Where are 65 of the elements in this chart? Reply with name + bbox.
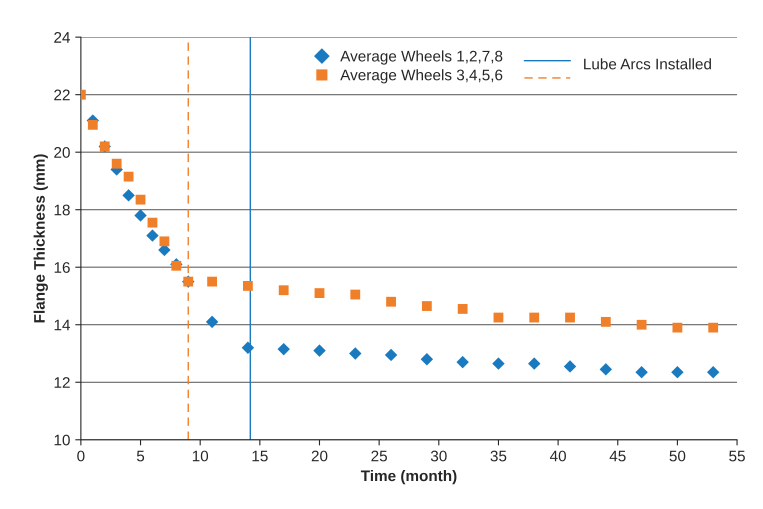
point: [528, 357, 540, 370]
annotation: Lube Arcs Installed: [584, 58, 711, 70]
point: [350, 290, 360, 300]
y-tick-label: 18: [54, 204, 70, 216]
point: [458, 304, 468, 314]
point: [349, 347, 362, 360]
point: [529, 312, 540, 322]
x-tick-label: 45: [610, 450, 626, 462]
point: [672, 322, 682, 333]
point: [564, 360, 576, 373]
x-axis-title: Time (month): [360, 470, 456, 484]
x-tick-label: 35: [490, 450, 506, 462]
point: [708, 322, 718, 333]
x-tick-label: 40: [550, 450, 566, 462]
point: [422, 301, 432, 311]
x-tick-label: 20: [312, 450, 328, 462]
y-tick-label: 20: [54, 147, 70, 158]
x-tick-label: 10: [192, 450, 208, 462]
x-tick-label: 55: [729, 450, 745, 462]
point: [600, 316, 611, 327]
point: [148, 218, 158, 228]
point: [386, 296, 396, 307]
point: [635, 366, 648, 378]
x-tick-label: 5: [136, 450, 144, 462]
point: [112, 158, 122, 169]
point: [242, 342, 254, 354]
point: [124, 172, 134, 182]
point: [278, 285, 289, 296]
legend-label: Average Wheels 1,2,7,8: [340, 50, 502, 65]
point: [420, 353, 434, 366]
point: [242, 281, 253, 291]
y-tick-label: 10: [54, 434, 70, 446]
point: [456, 356, 469, 368]
legend-label: Average Wheels 3,4,5,6: [340, 69, 502, 84]
y-tick-label: 22: [54, 90, 70, 100]
point: [206, 316, 218, 328]
point: [207, 276, 218, 287]
point: [313, 344, 326, 357]
point: [494, 312, 504, 322]
x-tick-label: 25: [371, 450, 387, 462]
y-tick-label: 14: [54, 320, 70, 330]
y-tick-label: 12: [54, 377, 70, 388]
point: [277, 342, 290, 356]
x-tick-label: 30: [430, 450, 447, 462]
point: [136, 194, 146, 205]
point: [88, 120, 98, 130]
point: [636, 320, 647, 330]
x-tick-label: 50: [670, 450, 686, 462]
point: [134, 209, 147, 222]
point: [122, 189, 135, 202]
point: [565, 312, 575, 322]
x-tick-label: 0: [77, 450, 85, 462]
x-tick-label: 15: [252, 450, 268, 462]
y-tick-label: 16: [54, 262, 70, 273]
point: [384, 348, 398, 362]
point: [171, 260, 182, 271]
point: [314, 288, 324, 298]
point: [492, 357, 505, 370]
y-axis-title: Flange Thickness (mm): [34, 154, 48, 322]
point: [159, 236, 170, 246]
point: [671, 366, 684, 378]
point: [706, 366, 720, 378]
point: [146, 229, 159, 242]
y-tick-label: 24: [54, 32, 70, 43]
point: [600, 363, 612, 376]
